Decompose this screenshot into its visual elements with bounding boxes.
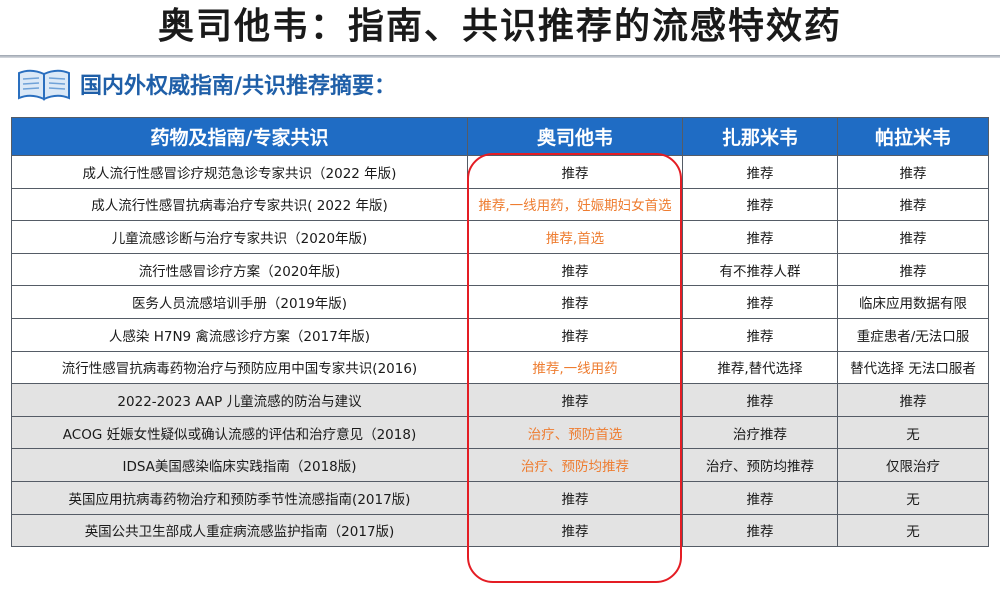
guideline-cell: ACOG 妊娠女性疑似或确认流感的评估和治疗意见（2018) bbox=[11, 415, 468, 450]
peramivir-cell: 推荐 bbox=[837, 383, 989, 417]
table-row: 成人流行性感冒诊疗规范急诊专家共识（2022 年版) 推荐 推荐 推荐 bbox=[11, 155, 989, 189]
page-title: 奥司他韦：指南、共识推荐的流感特效药 bbox=[157, 6, 842, 47]
table-row: 流行性感冒诊疗方案（2020年版) 推荐 有不推荐人群 推荐 bbox=[11, 252, 989, 287]
header-peramivir: 帕拉米韦 bbox=[837, 117, 989, 156]
table-row: 英国应用抗病毒药物治疗和预防季节性流感指南(2017版) 推荐 推荐 无 bbox=[11, 480, 989, 515]
zanamivir-cell: 治疗推荐 bbox=[682, 415, 838, 450]
table-row: 人感染 H7N9 禽流感诊疗方案（2017年版) 推荐 推荐 重症患者/无法口服 bbox=[11, 317, 989, 352]
oseltamivir-cell: 推荐,一线用药，妊娠期妇女首选 bbox=[467, 187, 683, 222]
zanamivir-cell: 推荐 bbox=[682, 480, 838, 515]
guideline-cell: 英国应用抗病毒药物治疗和预防季节性流感指南(2017版) bbox=[11, 480, 468, 515]
peramivir-cell: 推荐 bbox=[837, 187, 989, 222]
guideline-cell: 成人流行性感冒抗病毒治疗专家共识( 2022 年版) bbox=[11, 187, 468, 222]
zanamivir-cell: 有不推荐人群 bbox=[682, 252, 838, 287]
zanamivir-cell: 推荐,替代选择 bbox=[682, 350, 838, 385]
guideline-cell: 英国公共卫生部成人重症病流感监护指南（2017版) bbox=[11, 513, 468, 548]
header-oseltamivir: 奥司他韦 bbox=[467, 117, 683, 156]
header-guideline: 药物及指南/专家共识 bbox=[11, 117, 468, 156]
oseltamivir-cell: 推荐 bbox=[467, 513, 683, 548]
oseltamivir-cell: 推荐 bbox=[467, 155, 683, 189]
peramivir-cell: 无 bbox=[837, 513, 989, 548]
oseltamivir-cell: 推荐 bbox=[467, 383, 683, 417]
table-row: 成人流行性感冒抗病毒治疗专家共识( 2022 年版) 推荐,一线用药，妊娠期妇女… bbox=[11, 187, 989, 222]
oseltamivir-cell: 推荐,首选 bbox=[467, 220, 683, 254]
peramivir-cell: 仅限治疗 bbox=[837, 448, 989, 482]
section-heading: 国内外权威指南/共识推荐摘要： bbox=[16, 66, 396, 102]
peramivir-cell: 推荐 bbox=[837, 155, 989, 189]
open-book-icon bbox=[18, 69, 70, 101]
table-row: 流行性感冒抗病毒药物治疗与预防应用中国专家共识(2016) 推荐,一线用药 推荐… bbox=[11, 350, 989, 385]
oseltamivir-cell: 治疗、预防首选 bbox=[467, 415, 683, 450]
oseltamivir-cell: 推荐 bbox=[467, 480, 683, 515]
guideline-cell: 2022-2023 AAP 儿童流感的防治与建议 bbox=[11, 383, 468, 417]
table-row: IDSA美国感染临床实践指南（2018版) 治疗、预防均推荐 治疗、预防均推荐 … bbox=[11, 448, 989, 482]
guideline-cell: 成人流行性感冒诊疗规范急诊专家共识（2022 年版) bbox=[11, 155, 468, 189]
oseltamivir-cell: 治疗、预防均推荐 bbox=[467, 448, 683, 482]
zanamivir-cell: 推荐 bbox=[682, 155, 838, 189]
oseltamivir-cell: 推荐 bbox=[467, 285, 683, 319]
table-header-row: 药物及指南/专家共识 奥司他韦 扎那米韦 帕拉米韦 bbox=[11, 117, 989, 156]
peramivir-cell: 无 bbox=[837, 415, 989, 450]
oseltamivir-cell: 推荐 bbox=[467, 252, 683, 287]
guideline-cell: 医务人员流感培训手册（2019年版) bbox=[11, 285, 468, 319]
table-row: ACOG 妊娠女性疑似或确认流感的评估和治疗意见（2018) 治疗、预防首选 治… bbox=[11, 415, 989, 450]
peramivir-cell: 推荐 bbox=[837, 252, 989, 287]
zanamivir-cell: 推荐 bbox=[682, 285, 838, 319]
header-zanamivir: 扎那米韦 bbox=[682, 117, 838, 156]
peramivir-cell: 推荐 bbox=[837, 220, 989, 254]
section-heading-text: 国内外权威指南/共识推荐摘要： bbox=[80, 74, 397, 99]
peramivir-cell: 重症患者/无法口服 bbox=[837, 317, 989, 352]
guideline-cell: 儿童流感诊断与治疗专家共识（2020年版) bbox=[11, 220, 468, 254]
zanamivir-cell: 推荐 bbox=[682, 513, 838, 548]
zanamivir-cell: 推荐 bbox=[682, 220, 838, 254]
guideline-cell: IDSA美国感染临床实践指南（2018版) bbox=[11, 448, 468, 482]
guideline-table: 药物及指南/专家共识 奥司他韦 扎那米韦 帕拉米韦 成人流行性感冒诊疗规范急诊专… bbox=[11, 117, 989, 548]
zanamivir-cell: 推荐 bbox=[682, 317, 838, 352]
peramivir-cell: 无 bbox=[837, 480, 989, 515]
table-row: 医务人员流感培训手册（2019年版) 推荐 推荐 临床应用数据有限 bbox=[11, 285, 989, 319]
zanamivir-cell: 推荐 bbox=[682, 383, 838, 417]
guideline-cell: 流行性感冒诊疗方案（2020年版) bbox=[11, 252, 468, 287]
title-divider bbox=[0, 55, 1000, 58]
table-row: 儿童流感诊断与治疗专家共识（2020年版) 推荐,首选 推荐 推荐 bbox=[11, 220, 989, 254]
table-row: 英国公共卫生部成人重症病流感监护指南（2017版) 推荐 推荐 无 bbox=[11, 513, 989, 548]
peramivir-cell: 临床应用数据有限 bbox=[837, 285, 989, 319]
table-row: 2022-2023 AAP 儿童流感的防治与建议 推荐 推荐 推荐 bbox=[11, 383, 989, 417]
oseltamivir-cell: 推荐,一线用药 bbox=[467, 350, 683, 385]
oseltamivir-cell: 推荐 bbox=[467, 317, 683, 352]
peramivir-cell: 替代选择 无法口服者 bbox=[837, 350, 989, 385]
guideline-cell: 流行性感冒抗病毒药物治疗与预防应用中国专家共识(2016) bbox=[11, 350, 468, 385]
guideline-cell: 人感染 H7N9 禽流感诊疗方案（2017年版) bbox=[11, 317, 468, 352]
zanamivir-cell: 推荐 bbox=[682, 187, 838, 222]
zanamivir-cell: 治疗、预防均推荐 bbox=[682, 448, 838, 482]
